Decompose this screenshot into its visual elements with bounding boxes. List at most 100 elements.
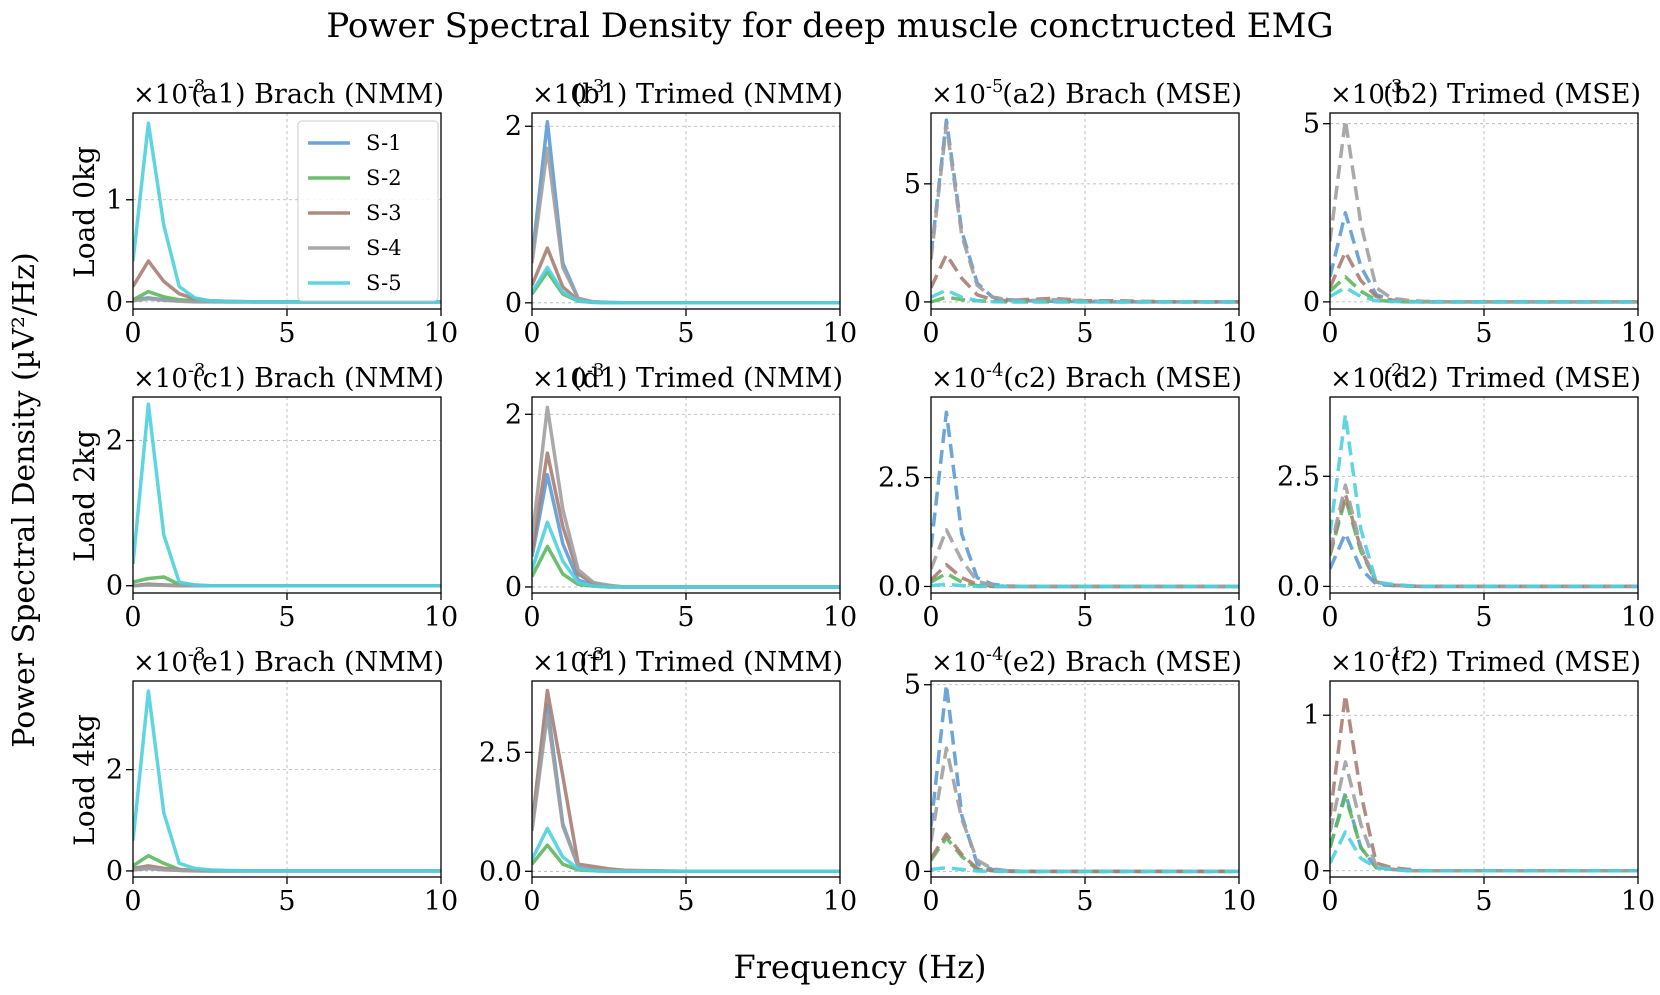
x-tick-label: 10 (424, 318, 458, 349)
series-line-s-5 (133, 402, 441, 588)
panel-0: 0 5 10 0 1 ×10-3(a1) Brach (NMM) (106, 76, 458, 349)
y-tick-label: 2.5 (1277, 461, 1320, 492)
y-tick-label: 1 (1303, 700, 1320, 731)
x-tick-label: 10 (823, 602, 857, 633)
y-tick-label: 0 (904, 856, 921, 887)
series-line-s-5 (1330, 285, 1638, 304)
panel-8: 0 5 10 0 2 ×10-3(e1) Brach (NMM) (106, 644, 458, 917)
offset-exponent: -3 (188, 644, 206, 665)
row-label-0: Load 0kg (68, 146, 101, 278)
legend-box (297, 120, 439, 302)
axis-offset-label: ×10-3 (532, 76, 604, 110)
offset-base: ×10 (1330, 648, 1385, 678)
y-tick-label: 0 (1303, 287, 1320, 318)
figure-title: Power Spectral Density for deep muscle c… (326, 6, 1333, 46)
x-tick-label: 0 (922, 602, 939, 633)
x-tick-label: 10 (1222, 886, 1256, 917)
offset-exponent: -2 (1385, 360, 1403, 381)
series-line-s-5 (532, 265, 840, 305)
x-tick-label: 0 (922, 318, 939, 349)
panel-4: 0 5 10 0 2 ×10-3(c1) Brach (NMM) (106, 360, 458, 633)
x-tick-label: 10 (1222, 602, 1256, 633)
x-tick-label: 10 (424, 602, 458, 633)
axis-offset-label: ×10-3 (1330, 76, 1402, 110)
axis-offset-label: ×10-2 (1330, 360, 1402, 394)
legend-label-s-3: S-3 (366, 201, 402, 225)
offset-exponent: -4 (986, 644, 1004, 665)
y-tick-label: 2 (106, 426, 123, 457)
y-tick-label: 0.0 (878, 571, 921, 602)
x-tick-label: 5 (1475, 318, 1492, 349)
offset-exponent: -3 (188, 76, 206, 97)
offset-base: ×10 (532, 364, 587, 394)
offset-exponent: -3 (587, 360, 605, 381)
legend: S-1 S-2 S-3 S-4 S-5 (297, 120, 439, 302)
x-tick-label: 5 (1475, 886, 1492, 917)
offset-base: ×10 (133, 364, 188, 394)
y-tick-label: 0 (1303, 856, 1320, 887)
panel-title: (f2) Trimed (MSE) (1390, 647, 1641, 678)
x-tick-label: 10 (1621, 602, 1655, 633)
x-tick-label: 0 (922, 886, 939, 917)
offset-exponent: -1 (1385, 644, 1403, 665)
y-tick-label: 0 (106, 571, 123, 602)
x-tick-label: 5 (677, 602, 694, 633)
panel-9: 0 5 10 0.0 2.5 ×10-3(f1) Trimed (NMM) (479, 644, 857, 917)
x-tick-label: 0 (1321, 602, 1338, 633)
offset-base: ×10 (931, 80, 986, 110)
y-tick-label: 0 (505, 288, 522, 319)
series-line-s-5 (133, 689, 441, 873)
offset-exponent: -4 (986, 360, 1004, 381)
offset-base: ×10 (931, 364, 986, 394)
series-line-s-5 (532, 520, 840, 589)
offset-base: ×10 (133, 648, 188, 678)
panel-title: (b1) Trimed (NMM) (572, 79, 843, 110)
offset-exponent: -5 (986, 76, 1004, 97)
x-tick-label: 0 (124, 318, 141, 349)
y-tick-label: 0 (904, 287, 921, 318)
x-tick-label: 5 (1076, 602, 1093, 633)
x-tick-label: 0 (1321, 886, 1338, 917)
x-tick-label: 0 (124, 602, 141, 633)
legend-label-s-5: S-5 (366, 271, 402, 295)
panel-10: 0 5 10 0 5 ×10-4(e2) Brach (MSE) (904, 644, 1256, 917)
offset-exponent: -3 (587, 76, 605, 97)
row-label-1: Load 2kg (68, 430, 101, 562)
panel-1: 0 5 10 0 2 ×10-3(b1) Trimed (NMM) (505, 76, 857, 349)
x-tick-label: 10 (1621, 318, 1655, 349)
x-tick-label: 5 (677, 318, 694, 349)
panel-7: 0 5 10 0.0 2.5 ×10-2(d2) Trimed (MSE) (1277, 360, 1655, 633)
axis-offset-label: ×10-4 (931, 644, 1003, 678)
offset-exponent: -3 (1385, 76, 1403, 97)
series-line-s-5 (931, 582, 1239, 589)
x-tick-label: 0 (1321, 318, 1338, 349)
x-tick-label: 0 (523, 886, 540, 917)
panel-title: (c2) Brach (MSE) (1003, 363, 1242, 394)
offset-base: ×10 (931, 648, 986, 678)
panel-title: (a1) Brach (NMM) (191, 79, 444, 110)
x-tick-label: 0 (124, 886, 141, 917)
y-tick-label: 2 (505, 399, 522, 430)
series-line-s-4 (1330, 760, 1638, 873)
x-tick-label: 10 (1621, 886, 1655, 917)
y-tick-label: 5 (1303, 109, 1320, 140)
axis-offset-label: ×10-3 (133, 644, 205, 678)
panel-2: 0 5 10 0 5 ×10-5(a2) Brach (MSE) (904, 76, 1256, 349)
axis-offset-label: ×10-3 (532, 360, 604, 394)
y-tick-label: 2.5 (878, 463, 921, 494)
y-tick-label: 2 (505, 111, 522, 142)
panel-5: 0 5 10 0 2 ×10-3(d1) Trimed (NMM) (505, 360, 857, 633)
y-tick-label: 2 (106, 755, 123, 786)
panel-3: 0 5 10 0 5 ×10-3(b2) Trimed (MSE) (1303, 76, 1655, 349)
y-tick-label: 0.0 (1277, 571, 1320, 602)
series-line-s-5 (931, 865, 1239, 874)
axis-offset-label: ×10-3 (133, 360, 205, 394)
axis-offset-label: ×10-1 (1330, 644, 1402, 678)
legend-label-s-4: S-4 (366, 236, 402, 260)
axis-offset-label: ×10-4 (931, 360, 1003, 394)
panel-title: (b2) Trimed (MSE) (1383, 79, 1641, 110)
series-line-s-5 (1330, 830, 1638, 873)
panel-title: (e1) Brach (NMM) (191, 647, 444, 678)
y-tick-label: 0.0 (479, 856, 522, 887)
